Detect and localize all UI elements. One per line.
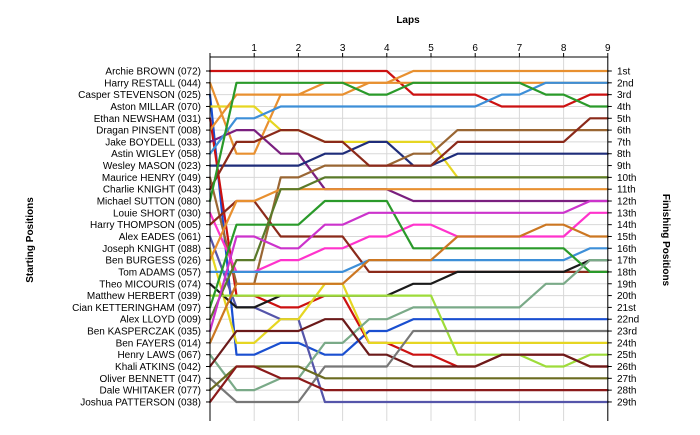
finishing-position-label: 5th	[617, 114, 631, 125]
starting-position-label: Dale WHITAKER (077)	[99, 386, 201, 397]
series-line	[208, 329, 609, 404]
starting-position-label: Joshua PATTERSON (038)	[80, 397, 201, 408]
series-line	[208, 223, 609, 344]
finishing-position-label: 9th	[617, 161, 631, 172]
left-axis-title: Starting Positions	[25, 197, 36, 283]
finishing-position-label: 26th	[617, 362, 636, 373]
x-tick-label: 3	[340, 43, 346, 54]
starting-position-label: Cian KETTERINGHAM (097)	[72, 303, 201, 314]
series-line	[208, 199, 609, 333]
finishing-position-label: 12th	[617, 197, 636, 208]
finishing-position-label: 21st	[617, 303, 636, 314]
starting-position-label: Michael SUTTON (080)	[97, 197, 201, 208]
finishing-position-label: 1st	[617, 67, 631, 78]
x-tick-labels: 1 2 3 4 5 6 7 8 9	[251, 43, 611, 54]
starting-position-label: Dragan PINSENT (008)	[96, 126, 201, 137]
starting-position-label: Theo MICOURIS (074)	[99, 279, 201, 290]
starting-position-label: Jake BOYDELL (033)	[105, 137, 201, 148]
finishing-position-label: 3rd	[617, 90, 631, 101]
x-tick-label: 6	[472, 43, 478, 54]
x-tick-label: 5	[428, 43, 434, 54]
series-line	[208, 211, 609, 273]
finishing-position-label: 10th	[617, 173, 636, 184]
series-line	[208, 69, 609, 108]
finishing-position-label: 4th	[617, 102, 631, 113]
finishing-position-label: 7th	[617, 137, 631, 148]
starting-position-label: Oliver BENNETT (047)	[99, 374, 201, 385]
starting-position-labels: Archie BROWN (072)Harry RESTALL (044)Cas…	[72, 67, 201, 409]
starting-position-label: Ben BURGESS (026)	[105, 256, 201, 267]
x-tick-label: 9	[605, 43, 611, 54]
starting-position-label: Harry THOMPSON (005)	[90, 220, 201, 231]
finishing-position-label: 17th	[617, 256, 636, 267]
starting-position-label: Archie BROWN (072)	[105, 67, 201, 78]
finishing-position-label: 8th	[617, 149, 631, 160]
starting-position-label: Charlie KNIGHT (043)	[103, 185, 201, 196]
starting-position-label: Ethan NEWSHAM (031)	[94, 114, 201, 125]
series-line	[208, 247, 609, 344]
starting-position-label: Ben KASPERCZAK (035)	[87, 327, 201, 338]
starting-position-label: Henry LAWS (067)	[117, 350, 201, 361]
series-line	[208, 294, 609, 368]
x-tick-label: 7	[517, 43, 523, 54]
starting-position-label: Matthew HERBERT (039)	[87, 291, 201, 302]
starting-position-label: Maurice HENRY (049)	[102, 173, 201, 184]
series-line	[208, 365, 609, 404]
finishing-position-label: 6th	[617, 126, 631, 137]
series-lines	[208, 69, 609, 404]
finishing-position-label: 15th	[617, 232, 636, 243]
series-line	[208, 140, 609, 167]
starting-position-label: Louie SHORT (030)	[113, 208, 201, 219]
starting-position-label: Astin WIGLEY (058)	[111, 149, 201, 160]
starting-position-label: Joseph KNIGHT (088)	[102, 244, 201, 255]
x-tick-label: 2	[296, 43, 302, 54]
starting-position-label: Alex EADES (061)	[119, 232, 201, 243]
series-line	[208, 81, 609, 132]
finishing-position-label: 20th	[617, 291, 636, 302]
series-line	[208, 176, 609, 321]
finishing-position-label: 16th	[617, 244, 636, 255]
finishing-position-label: 28th	[617, 386, 636, 397]
series-line	[208, 81, 609, 203]
finishing-position-label: 25th	[617, 350, 636, 361]
series-line	[208, 199, 609, 309]
series-line	[208, 117, 609, 191]
finishing-position-label: 23rd	[617, 327, 637, 338]
right-axis-title: Finishing Positions	[660, 194, 671, 287]
series-line	[208, 318, 609, 368]
series-line	[208, 93, 609, 356]
series-line	[208, 259, 609, 392]
axes	[206, 53, 612, 421]
starting-position-label: Tom ADAMS (057)	[118, 267, 201, 278]
starting-position-label: Wesley MASON (023)	[103, 161, 201, 172]
series-line	[208, 81, 609, 155]
finishing-position-label: 2nd	[617, 78, 634, 89]
finishing-position-label: 22nd	[617, 315, 639, 326]
finishing-position-label: 29th	[617, 397, 636, 408]
series-line	[208, 188, 609, 262]
finishing-position-label: 13th	[617, 208, 636, 219]
finishing-position-label: 24th	[617, 338, 636, 349]
finishing-position-label: 14th	[617, 220, 636, 231]
finishing-position-label: 11th	[617, 185, 636, 196]
finishing-position-label: 19th	[617, 279, 636, 290]
starting-position-label: Harry RESTALL (044)	[104, 78, 201, 89]
series-line	[208, 259, 609, 309]
finishing-position-labels: 1st2nd3rd4th5th6th7th8th9th10th11th12th1…	[617, 67, 639, 409]
finishing-position-label: 18th	[617, 267, 636, 278]
starting-position-label: Ben FAYERS (014)	[116, 338, 201, 349]
starting-position-label: Alex LLOYD (009)	[120, 315, 201, 326]
finishing-position-label: 27th	[617, 374, 636, 385]
x-tick-label: 1	[251, 43, 257, 54]
x-tick-label: 4	[384, 43, 390, 54]
x-tick-label: 8	[561, 43, 567, 54]
starting-position-label: Aston MILLAR (070)	[110, 102, 201, 113]
starting-position-label: Casper STEVENSON (025)	[78, 90, 201, 101]
x-axis-title: Laps	[396, 15, 420, 26]
starting-position-label: Khali ATKINS (042)	[115, 362, 201, 373]
